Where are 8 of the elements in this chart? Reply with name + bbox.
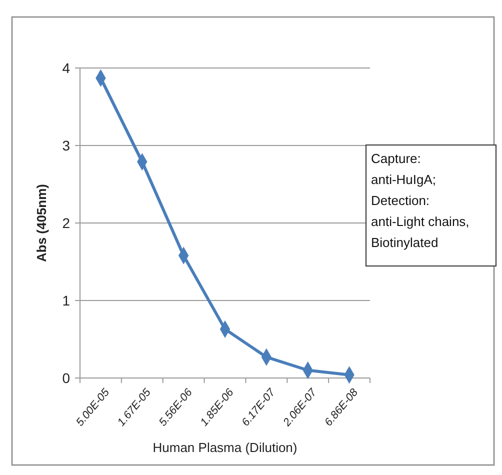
text: Capture: anti-HuIgA; Detection: anti-Light chains, Biotinylated [371, 151, 470, 250]
y-tick-label: 1 [62, 292, 70, 308]
y-axis-title: Abs (405nm) [34, 184, 49, 262]
y-tick-label: 2 [62, 214, 70, 231]
x-axis-title: Human Plasma (Dilution) [152, 440, 298, 455]
y-tick-label: 4 [62, 60, 70, 76]
y-tick-label: 3 [62, 137, 70, 154]
y-tick-label: 0 [62, 370, 70, 386]
